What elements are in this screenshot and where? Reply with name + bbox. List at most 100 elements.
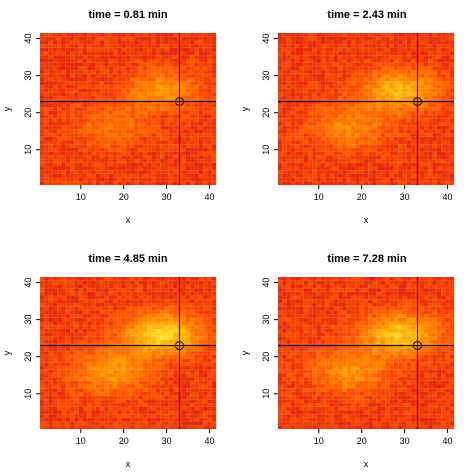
heatmap-cell xyxy=(40,177,45,182)
heatmap-cell xyxy=(333,181,339,186)
heatmap-cell xyxy=(329,151,334,156)
heatmap-cell xyxy=(389,140,394,145)
heatmap-cell xyxy=(381,58,386,63)
heatmap-cell xyxy=(74,110,79,115)
heatmap-cell xyxy=(185,284,191,289)
heatmap-cell xyxy=(57,414,62,418)
heatmap-cell xyxy=(333,166,339,171)
heatmap-cell xyxy=(372,103,377,108)
heatmap-cell xyxy=(112,299,118,303)
heatmap-cell xyxy=(52,395,58,400)
heatmap-cell xyxy=(436,140,442,145)
heatmap-cell xyxy=(151,88,156,93)
heatmap-cell xyxy=(78,40,83,45)
heatmap-cell xyxy=(329,88,334,93)
heatmap-cell xyxy=(441,44,446,48)
heatmap-cell xyxy=(428,133,433,137)
heatmap-cell xyxy=(350,81,356,85)
heatmap-cell xyxy=(61,110,66,115)
heatmap-cell xyxy=(57,277,62,281)
heatmap-cell xyxy=(342,159,347,163)
heatmap-cell xyxy=(393,66,399,71)
heatmap-cell xyxy=(147,336,152,341)
heatmap-cell xyxy=(423,166,429,171)
heatmap-cell xyxy=(82,295,88,300)
heatmap-cell xyxy=(363,121,369,126)
heatmap-cell xyxy=(398,81,403,85)
heatmap-cell xyxy=(57,125,62,130)
heatmap-cell xyxy=(100,306,105,311)
heatmap-cell xyxy=(87,166,92,171)
heatmap-cell xyxy=(445,140,450,145)
heatmap-cell xyxy=(185,395,191,400)
heatmap-cell xyxy=(419,55,424,59)
heatmap-cell xyxy=(198,421,204,426)
heatmap-cell xyxy=(48,110,53,115)
heatmap-cell xyxy=(48,107,53,111)
heatmap-cell xyxy=(449,47,455,52)
heatmap-cell xyxy=(190,328,195,333)
heatmap-cell xyxy=(74,103,79,108)
heatmap-cell xyxy=(325,151,330,156)
heatmap-cell xyxy=(134,84,139,89)
heatmap-cell xyxy=(151,425,156,430)
heatmap-cell xyxy=(82,110,88,115)
heatmap-cell xyxy=(389,33,394,37)
heatmap-cell xyxy=(381,84,386,89)
heatmap-cell xyxy=(338,51,343,56)
heatmap-cell xyxy=(95,36,101,41)
heatmap-cell xyxy=(125,151,131,156)
heatmap-cell xyxy=(312,173,317,178)
heatmap-cell xyxy=(286,55,291,59)
heatmap-cell xyxy=(406,144,412,148)
heatmap-cell xyxy=(203,421,208,426)
heatmap-cell xyxy=(160,365,165,370)
heatmap-cell xyxy=(164,399,169,404)
heatmap-cell xyxy=(57,88,62,93)
heatmap-cell xyxy=(70,369,75,374)
heatmap-cell xyxy=(286,114,291,119)
heatmap-cell xyxy=(112,388,118,392)
heatmap-cell xyxy=(48,399,53,404)
heatmap-cell xyxy=(211,170,217,174)
heatmap-cell xyxy=(419,136,424,141)
heatmap-cell xyxy=(181,299,186,303)
heatmap-cell xyxy=(368,136,373,141)
heatmap-cell xyxy=(303,66,309,71)
heatmap-cell xyxy=(320,177,326,182)
heatmap-cell xyxy=(78,391,83,396)
heatmap-cell xyxy=(40,347,45,352)
heatmap-cell xyxy=(168,73,174,78)
heatmap-cell xyxy=(428,66,433,71)
heatmap-cell xyxy=(185,166,191,171)
heatmap-cell xyxy=(423,70,429,74)
heatmap-cell xyxy=(278,81,283,85)
heatmap-cell xyxy=(52,107,58,111)
heatmap-cell xyxy=(130,77,135,82)
heatmap-cell xyxy=(376,55,382,59)
heatmap-cell xyxy=(104,121,109,126)
heatmap-cell xyxy=(143,336,148,341)
heatmap-cell xyxy=(138,325,144,329)
heatmap-cell xyxy=(198,280,204,285)
heatmap-cell xyxy=(194,136,199,141)
heatmap-cell xyxy=(134,291,139,296)
heatmap-cell xyxy=(87,380,92,385)
heatmap-cell xyxy=(423,110,429,115)
heatmap-cell xyxy=(112,51,118,56)
heatmap-cell xyxy=(74,73,79,78)
heatmap-cell xyxy=(40,277,45,281)
heatmap-cell xyxy=(121,114,126,119)
heatmap-cell xyxy=(290,125,296,130)
heatmap-cell xyxy=(402,55,407,59)
heatmap-cell xyxy=(151,358,156,363)
heatmap-cell xyxy=(329,81,334,85)
heatmap-cell xyxy=(65,314,71,318)
heatmap-cell xyxy=(346,181,352,186)
heatmap-cell xyxy=(432,51,437,56)
heatmap-cell xyxy=(342,155,347,160)
heatmap-cell xyxy=(376,77,382,82)
heatmap-cell xyxy=(303,140,309,145)
heatmap-cell xyxy=(78,317,83,322)
heatmap-cell xyxy=(151,144,156,148)
